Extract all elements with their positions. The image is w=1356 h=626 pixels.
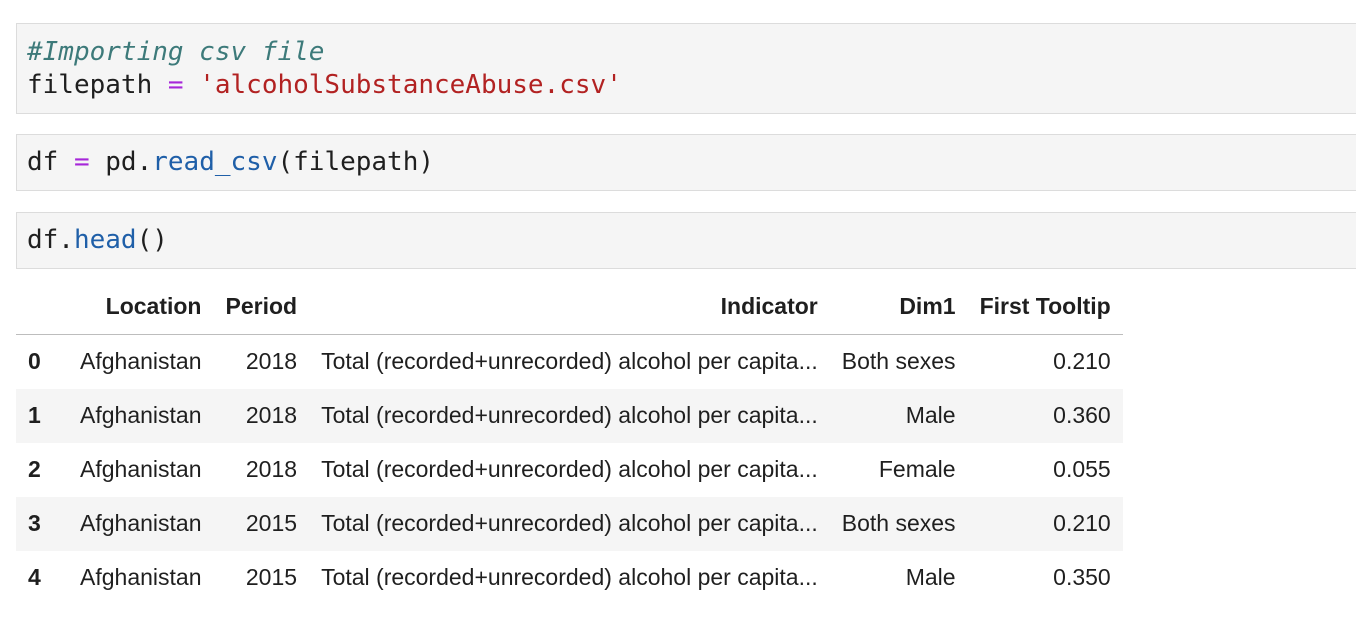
code-token-text: filepath bbox=[27, 70, 168, 100]
table-row: 0 Afghanistan 2018 Total (recorded+unrecord… bbox=[16, 335, 1123, 389]
code-cell-read-csv[interactable]: df = pd.read_csv(filepath) bbox=[16, 134, 1356, 191]
code-token-str: 'alcoholSubstanceAbuse.csv' bbox=[199, 70, 622, 100]
code-token-text: (filepath) bbox=[277, 147, 435, 177]
cell-dim1: Both sexes bbox=[841, 510, 956, 536]
cell-indicator: Total (recorded+unrecorded) alcohol per … bbox=[321, 564, 818, 590]
code-token-text bbox=[184, 70, 200, 100]
code-token-text: df bbox=[27, 147, 74, 177]
row-index: 2 bbox=[28, 456, 41, 482]
column-header-period: Period bbox=[213, 279, 310, 335]
cell-indicator: Total (recorded+unrecorded) alcohol per … bbox=[321, 456, 818, 482]
code-cell-head[interactable]: df.head() bbox=[16, 212, 1356, 269]
cell-location: Afghanistan bbox=[80, 402, 202, 428]
cell-period: 2015 bbox=[245, 564, 298, 590]
cell-first-tooltip: 0.210 bbox=[1053, 348, 1111, 375]
code-cell-import[interactable]: #Importing csv file filepath = 'alcoholSu… bbox=[16, 23, 1356, 114]
cell-dim1: Female bbox=[878, 456, 956, 482]
row-index: 4 bbox=[28, 564, 41, 590]
code-token-fn: read_csv bbox=[152, 147, 278, 177]
cell-period: 2018 bbox=[245, 348, 298, 375]
table-row: 4 Afghanistan 2015 Total (recorded+unrecord… bbox=[16, 551, 1123, 605]
table-row: 2 Afghanistan 2018 Total (recorded+unrecord… bbox=[16, 443, 1123, 497]
code-line: df = pd.read_csv(filepath) bbox=[27, 146, 1356, 179]
row-index: 0 bbox=[28, 348, 41, 375]
cell-first-tooltip: 0.210 bbox=[1053, 510, 1111, 536]
table-header-row: Location Period Indicator Dim1 First Too… bbox=[16, 279, 1123, 335]
column-header-index bbox=[16, 279, 68, 335]
row-index: 3 bbox=[28, 510, 41, 536]
code-token-text: pd. bbox=[89, 147, 153, 177]
cell-period: 2018 bbox=[245, 402, 298, 428]
cell-location: Afghanistan bbox=[80, 456, 202, 482]
cell-location: Afghanistan bbox=[80, 510, 202, 536]
code-token-op: = bbox=[73, 147, 90, 177]
row-index: 1 bbox=[28, 402, 41, 428]
code-token-fn: head bbox=[73, 225, 137, 255]
column-header-indicator: Indicator bbox=[309, 279, 830, 335]
cell-dim1: Male bbox=[905, 564, 956, 590]
cell-indicator: Total (recorded+unrecorded) alcohol per … bbox=[321, 402, 818, 428]
code-token-text: df. bbox=[27, 225, 74, 255]
code-token-op: = bbox=[167, 70, 184, 100]
column-header-first-tooltip: First Tooltip bbox=[967, 279, 1123, 335]
cell-location: Afghanistan bbox=[80, 564, 202, 590]
code-line: df.head() bbox=[27, 224, 1356, 257]
cell-location: Afghanistan bbox=[80, 348, 202, 375]
cell-first-tooltip: 0.055 bbox=[1053, 456, 1111, 482]
cell-first-tooltip: 0.360 bbox=[1053, 402, 1111, 428]
cell-dim1: Male bbox=[905, 402, 956, 428]
column-header-location: Location bbox=[68, 279, 214, 335]
cell-indicator: Total (recorded+unrecorded) alcohol per … bbox=[321, 510, 818, 536]
cell-period: 2015 bbox=[245, 510, 298, 536]
cell-first-tooltip: 0.350 bbox=[1053, 564, 1111, 590]
dataframe-output-table: Location Period Indicator Dim1 First Too… bbox=[16, 279, 1123, 605]
code-token-text: () bbox=[136, 225, 168, 255]
cell-indicator: Total (recorded+unrecorded) alcohol per … bbox=[321, 348, 818, 375]
table-row: 3 Afghanistan 2015 Total (recorded+unrecord… bbox=[16, 496, 1123, 551]
column-header-dim1: Dim1 bbox=[829, 279, 968, 335]
code-token-comment: #Importing csv file bbox=[27, 37, 325, 67]
code-line: #Importing csv file bbox=[27, 36, 1356, 69]
code-line: filepath = 'alcoholSubstanceAbuse.csv' bbox=[27, 69, 1356, 102]
cell-period: 2018 bbox=[245, 456, 298, 482]
cell-dim1: Both sexes bbox=[841, 348, 956, 375]
table-row: 1 Afghanistan 2018 Total (recorded+unrecord… bbox=[16, 388, 1123, 443]
